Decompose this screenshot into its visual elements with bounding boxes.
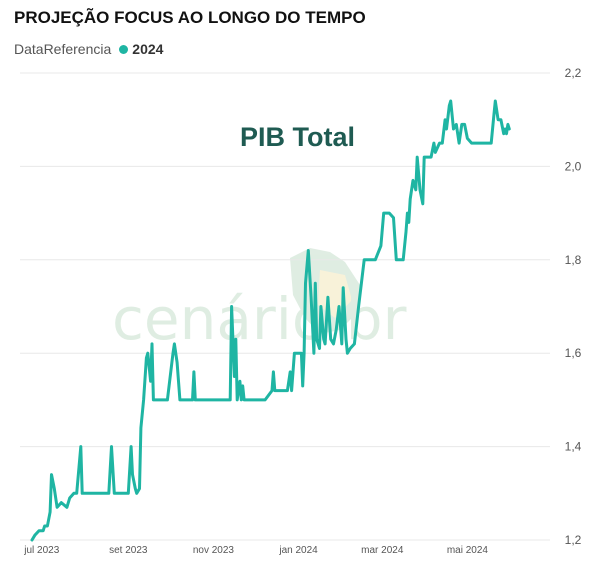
x-axis: jul 2023 set 2023 nov 2023 jan 2024 mar 2024… xyxy=(23,545,488,556)
y-tick-label-0: 1,2 xyxy=(565,533,582,547)
legend-field-label: DataReferencia xyxy=(14,41,112,57)
y-tick-label-2: 1,6 xyxy=(565,346,582,360)
y-tick-label-1: 1,4 xyxy=(565,440,582,454)
x-tick-label-2: nov 2023 xyxy=(193,545,235,556)
y-axis: 1,2 1,4 1,6 1,8 2,0 2,2 xyxy=(565,66,582,547)
legend: DataReferencia 2024 xyxy=(14,41,163,57)
y-tick-label-4: 2,0 xyxy=(565,159,582,173)
y-tick-label-3: 1,8 xyxy=(565,253,582,267)
gridlines xyxy=(20,72,550,541)
watermark-text: cenário br xyxy=(112,285,407,353)
legend-marker-icon xyxy=(119,44,129,54)
chart-annotation: PIB Total xyxy=(240,122,356,152)
x-tick-label-4: mar 2024 xyxy=(361,545,404,556)
x-tick-label-0: jul 2023 xyxy=(23,545,59,556)
x-tick-label-3: jan 2024 xyxy=(278,545,318,556)
x-tick-label-1: set 2023 xyxy=(109,545,148,556)
series-line-2024[interactable] xyxy=(30,99,511,542)
legend-series-2024[interactable]: 2024 xyxy=(132,41,164,57)
x-tick-label-5: mai 2024 xyxy=(447,545,489,556)
y-tick-label-5: 2,2 xyxy=(565,66,582,80)
chart-title: PROJEÇÃO FOCUS AO LONGO DO TEMPO xyxy=(14,8,366,27)
